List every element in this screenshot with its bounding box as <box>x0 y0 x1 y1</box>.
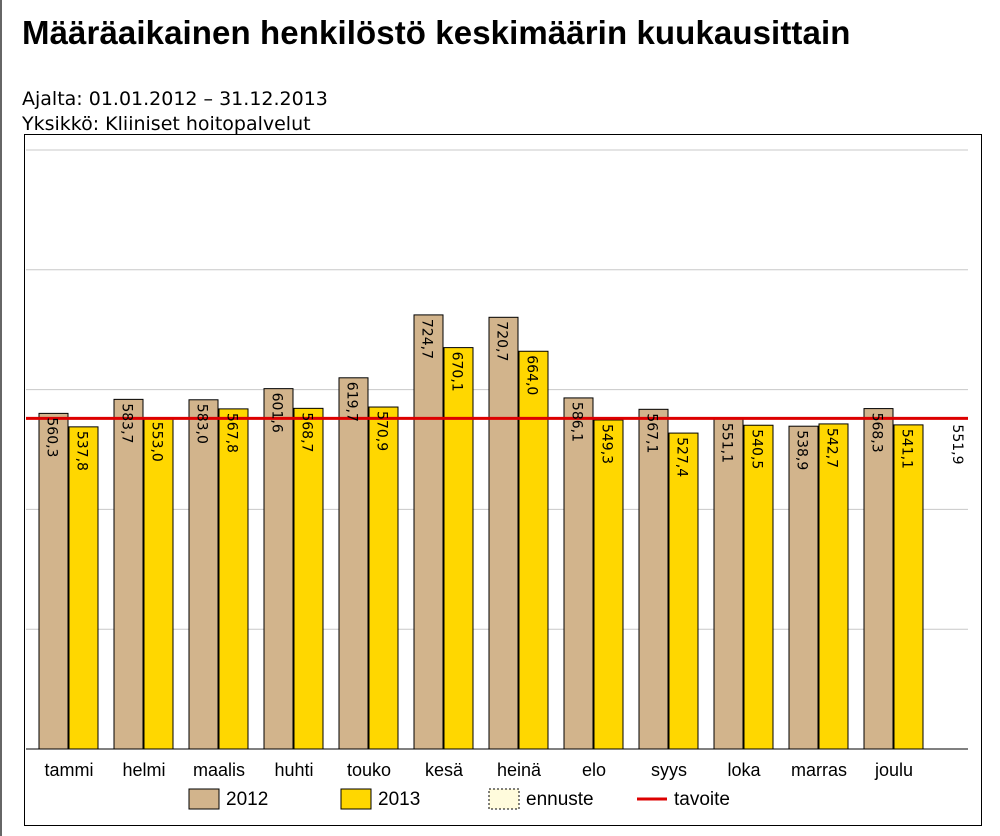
chart-title: Määräaikainen henkilöstö keskimäärin kuu… <box>22 14 851 51</box>
bar-2012-loka <box>713 418 744 750</box>
bar-2013-maalis <box>218 408 249 750</box>
data-label: 540,5 <box>749 429 765 469</box>
bar-2013-tammi <box>68 426 99 750</box>
legend-label: 2012 <box>226 789 268 810</box>
bar-2012-helmi <box>113 398 144 750</box>
bar-2013-heinä <box>518 350 549 750</box>
chart-frame <box>24 134 982 826</box>
legend-swatch <box>488 788 520 810</box>
data-label: 724,7 <box>419 319 435 359</box>
bar-2012-maalis <box>188 399 219 750</box>
x-axis-labels: tammi helmi maalis huhti touko kesä heinä elo sy… <box>45 760 914 780</box>
data-label: 568,7 <box>299 412 315 452</box>
data-labels: 560,3 537,8 583,7 553,0 583,0 567,8 601,6 568,7… <box>44 319 915 477</box>
legend-label: tavoite <box>674 789 730 810</box>
bar-2013-syys <box>668 432 699 750</box>
bar-2013-kesä <box>443 347 474 750</box>
data-label: 551,1 <box>719 423 735 463</box>
bar-2013-elo <box>593 419 624 750</box>
data-label: 527,4 <box>674 437 690 477</box>
x-tick-label: kesä <box>425 760 464 780</box>
data-label: 568,3 <box>869 413 885 453</box>
data-label: 570,9 <box>374 411 390 451</box>
data-label: 538,9 <box>794 430 810 470</box>
x-tick-label: elo <box>582 760 606 780</box>
bar-2013-loka <box>743 424 774 750</box>
bar-2012-marras <box>788 425 819 750</box>
data-label: 560,3 <box>44 417 60 457</box>
legend-label: 2013 <box>378 789 420 810</box>
x-tick-label: syys <box>651 760 687 780</box>
bar-2012-elo <box>563 397 594 750</box>
bar-2012-touko <box>338 377 369 750</box>
x-tick-label: heinä <box>497 760 542 780</box>
data-label: 567,1 <box>644 413 660 453</box>
data-label: 583,7 <box>119 403 135 443</box>
data-label: 583,0 <box>194 404 210 444</box>
x-tick-label: helmi <box>122 760 165 780</box>
data-label: 541,1 <box>899 429 915 469</box>
x-tick-label: huhti <box>274 760 313 780</box>
legend-swatch <box>340 788 372 810</box>
data-label: 553,0 <box>149 422 165 462</box>
period-text: Ajalta: 01.01.2012 – 31.12.2013 <box>22 88 328 110</box>
legend-label: ennuste <box>526 789 594 810</box>
bars <box>38 314 924 750</box>
bar-2012-kesä <box>413 314 444 750</box>
data-label: 664,0 <box>524 355 540 395</box>
x-tick-label: tammi <box>45 760 94 780</box>
bar-2012-syys <box>638 408 669 750</box>
target-line-group: 551,9 <box>26 416 968 465</box>
bar-2013-touko <box>368 406 399 750</box>
bar-2013-huhti <box>293 407 324 750</box>
x-tick-label: joulu <box>874 760 913 780</box>
data-label: 537,8 <box>74 431 90 471</box>
data-label: 670,1 <box>449 352 465 392</box>
x-tick-label: touko <box>347 760 391 780</box>
left-border <box>0 0 2 836</box>
target-value-label: 551,9 <box>949 424 965 464</box>
bar-2012-tammi <box>38 412 69 750</box>
bar-2013-helmi <box>143 417 174 750</box>
x-tick-label: maalis <box>193 760 245 780</box>
data-label: 567,8 <box>224 413 240 453</box>
data-label: 619,7 <box>344 382 360 422</box>
x-tick-label: marras <box>791 760 847 780</box>
data-label: 601,6 <box>269 393 285 433</box>
data-label: 542,7 <box>824 428 840 468</box>
data-label: 586,1 <box>569 402 585 442</box>
legend: 2012 2013 ennuste tavoite <box>188 788 730 810</box>
x-tick-label: loka <box>727 760 761 780</box>
data-label: 720,7 <box>494 321 510 361</box>
bar-2012-huhti <box>263 388 294 750</box>
legend-swatch <box>188 788 220 810</box>
bar-2012-heinä <box>488 316 519 750</box>
bar-2013-marras <box>818 423 849 750</box>
data-label: 549,3 <box>599 424 615 464</box>
bar-2013-joulu <box>893 424 924 750</box>
bar-2012-joulu <box>863 408 894 750</box>
unit-text: Yksikkö: Kliiniset hoitopalvelut <box>22 113 311 135</box>
